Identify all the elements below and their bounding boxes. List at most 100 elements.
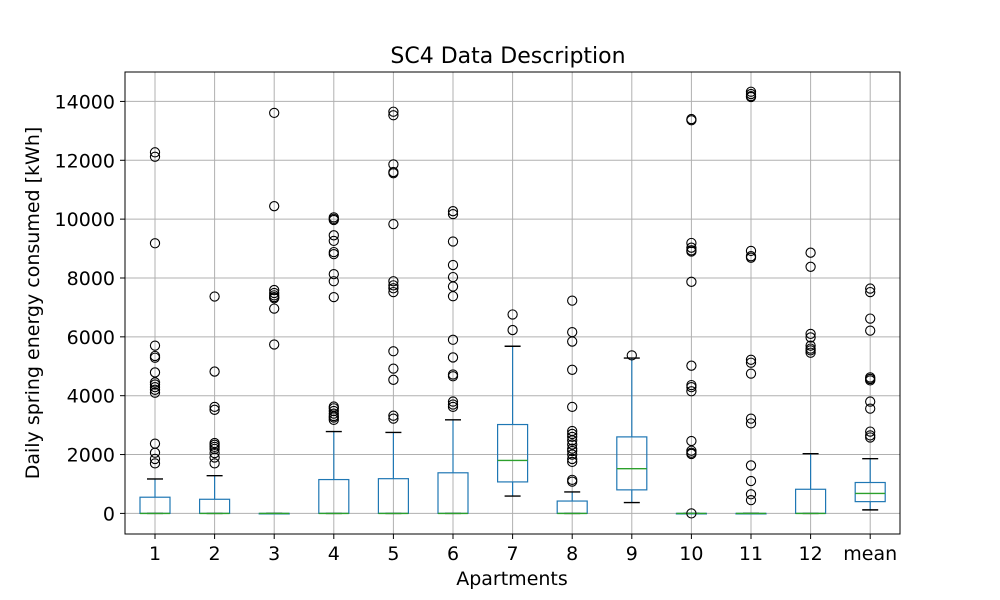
outlier-point [149,453,161,465]
outlier-point [149,151,161,162]
outlier-point [149,447,161,458]
y-tick-label: 6000 [67,327,115,349]
x-tick-label: 9 [626,543,638,565]
outlier-point [567,476,578,487]
y-tick-label: 4000 [67,386,115,408]
outlier-point [686,237,697,249]
outlier-point [686,508,697,519]
outlier-point [686,115,697,126]
outlier-point [686,242,697,253]
outlier-point [865,426,876,437]
y-tick-label: 12000 [55,150,115,172]
outlier-point [328,276,339,287]
outlier-point [149,340,161,351]
outlier-point [447,206,459,217]
box-5 [377,106,409,515]
outlier-point [567,431,578,443]
outlier-point [149,384,161,395]
outlier-point [388,283,399,294]
y-tick-label: 8000 [67,268,115,290]
y-tick-label: 0 [103,503,115,525]
outlier-point [447,291,459,302]
outlier-point [865,396,876,407]
outlier-point [388,280,399,291]
outlier-point [745,413,757,424]
outlier-point [209,447,220,459]
outlier-point [447,236,459,247]
outlier-point [507,324,518,336]
outlier-point [149,238,161,249]
outlier-point [447,352,459,363]
outlier-point [567,443,578,454]
outlier-point [209,458,220,469]
x-tick-label: 10 [679,543,703,565]
outlier-point [269,339,280,350]
outlier-point [388,346,399,357]
outlier-point [328,249,339,260]
outlier-point [149,147,161,158]
outlier-point [745,475,757,487]
x-tick-label: 5 [387,543,399,565]
outlier-point [805,345,816,356]
box-2 [199,291,231,515]
grid-lines [125,72,900,534]
outlier-point [269,201,280,212]
outlier-point [269,107,280,119]
x-tick-label: 7 [507,543,519,565]
outlier-point [567,449,578,460]
outlier-point [745,86,757,97]
outlier-point [567,295,578,306]
outlier-point [686,448,697,460]
iqr-box [497,423,529,483]
outlier-point [149,382,161,393]
box-9 [616,350,648,504]
outlier-point [805,332,816,343]
box-series [139,86,886,519]
x-tick-label: 4 [328,543,340,565]
outlier-point [447,401,459,413]
outlier-point [805,328,816,340]
outlier-point [745,357,757,368]
iqr-box [854,481,886,503]
outlier-point [745,418,757,429]
outlier-point [209,404,220,415]
y-tick-label: 2000 [67,445,115,467]
box-11 [735,86,767,515]
outlier-point [686,386,697,397]
outlier-point [388,276,399,287]
outlier-point [745,245,757,257]
outlier-point [388,218,399,230]
outlier-point [447,208,459,220]
x-axis-label: Apartments [456,568,568,590]
x-tick-label: 6 [447,543,459,565]
iqr-box [616,436,648,491]
outlier-point [567,439,578,450]
outlier-point [269,293,280,304]
box-12 [794,247,827,515]
outlier-point [269,287,280,299]
outlier-point [209,401,220,413]
outlier-point [209,366,220,377]
outlier-point [388,110,399,121]
outlier-point [447,371,459,382]
outlier-point [745,354,757,365]
outlier-point [328,214,339,226]
outlier-point [865,403,876,414]
outlier-point [328,269,339,280]
outlier-point [328,230,339,241]
box-mean [854,283,886,511]
outlier-point [865,325,876,336]
box-8 [556,295,588,515]
outlier-point [567,435,578,446]
outlier-point [328,235,339,247]
outlier-point [686,276,697,287]
outlier-point [567,336,578,347]
outlier-point [686,382,697,393]
outlier-point [745,252,757,263]
outlier-point [209,452,220,463]
outlier-point [745,460,757,471]
outlier-point [567,428,578,440]
